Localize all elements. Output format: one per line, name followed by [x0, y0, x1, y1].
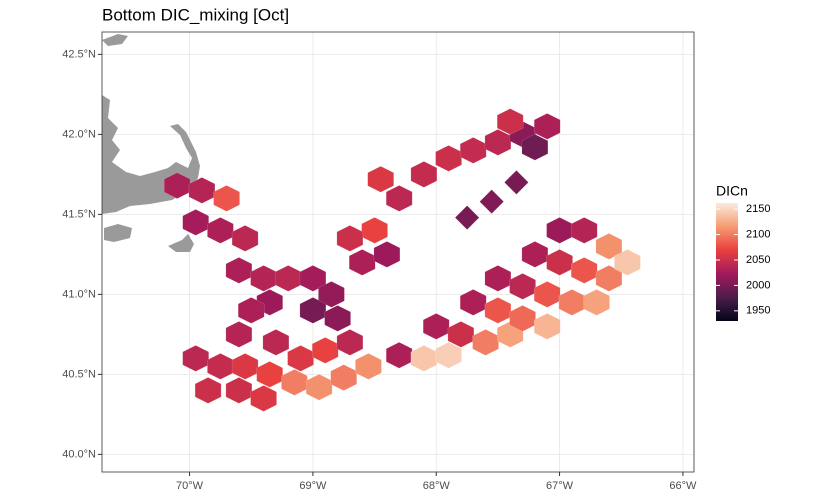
cell [336, 225, 364, 252]
y-tick-label: 42.5°N [62, 48, 96, 60]
cell [373, 241, 401, 268]
cell [479, 189, 505, 214]
cell [410, 161, 438, 188]
cell [213, 185, 240, 212]
cell [484, 265, 512, 292]
y-tick-label: 41.0°N [62, 288, 96, 300]
cell [207, 217, 234, 244]
cell [250, 385, 277, 412]
cell [385, 185, 413, 212]
cell [262, 329, 290, 356]
cell [281, 369, 308, 396]
cell [484, 297, 512, 324]
cell [361, 217, 388, 244]
cell [459, 289, 487, 316]
chart-title: Bottom DIC_mixing [Oct] [102, 5, 289, 24]
legend-title: DICn [716, 183, 748, 199]
legend-label: 2150 [746, 203, 770, 215]
cell [509, 305, 536, 332]
cell [336, 329, 364, 356]
cell [422, 313, 450, 340]
cell [570, 257, 598, 284]
x-tick-label: 67°W [546, 480, 574, 492]
land-shape [104, 224, 132, 242]
cell [570, 217, 598, 244]
panel-border [101, 31, 695, 473]
cell [324, 305, 351, 332]
cell [256, 361, 283, 388]
cell [225, 321, 253, 348]
cell [521, 241, 549, 268]
cell [188, 177, 216, 204]
cell [583, 289, 610, 316]
cell [385, 341, 413, 369]
legend-label: 1950 [746, 305, 770, 317]
y-tick-label: 41.5°N [62, 208, 96, 220]
legend-label: 2000 [746, 279, 770, 291]
legend-label: 2050 [746, 254, 770, 266]
cell [496, 108, 524, 135]
cell [447, 321, 475, 348]
cell [509, 273, 536, 300]
cell [533, 281, 561, 308]
cell [355, 353, 382, 380]
cell [595, 233, 623, 260]
cell [533, 313, 561, 340]
x-tick-label: 69°W [299, 480, 327, 492]
cell [182, 345, 209, 372]
cell [231, 225, 259, 252]
cell [504, 170, 529, 195]
x-tick-label: 66°W [669, 480, 697, 492]
cell [231, 353, 259, 380]
cell [533, 113, 561, 140]
y-tick-label: 42.0°N [62, 128, 96, 140]
cell [454, 205, 480, 230]
y-tick-label: 40.5°N [62, 368, 96, 380]
cell [367, 165, 394, 193]
y-tick-label: 40.0°N [62, 448, 96, 460]
cell [163, 172, 191, 199]
legend-label: 2100 [746, 228, 770, 240]
cell [614, 249, 641, 276]
cell [299, 265, 327, 292]
cell [225, 257, 253, 284]
cell [435, 341, 462, 369]
x-tick-label: 68°W [423, 480, 451, 492]
cell [546, 249, 573, 276]
cell [318, 281, 345, 308]
colorbar [716, 203, 738, 321]
land-shape [102, 34, 128, 46]
x-tick-label: 70°W [176, 480, 204, 492]
cell [225, 377, 253, 404]
cell [521, 133, 549, 161]
cell [237, 297, 265, 324]
cell [182, 209, 209, 236]
cell [194, 377, 222, 404]
cell [299, 297, 327, 324]
land-shape [168, 234, 194, 252]
